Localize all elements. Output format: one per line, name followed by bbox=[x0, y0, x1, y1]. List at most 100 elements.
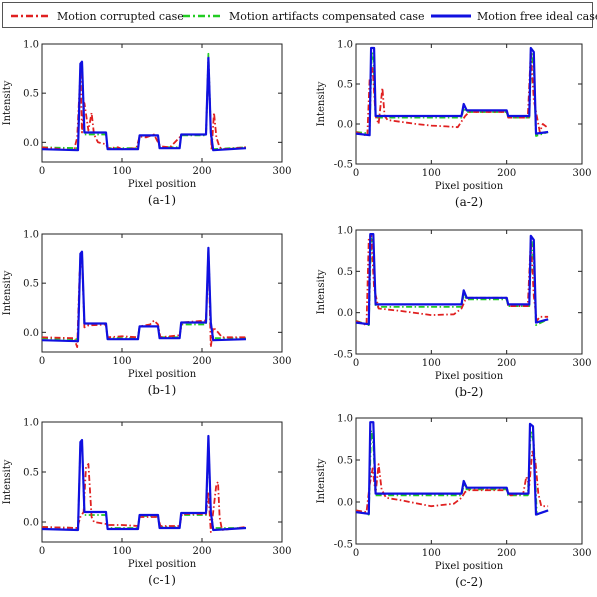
series-line-corrupted bbox=[42, 60, 247, 152]
series-line-corrupted bbox=[356, 51, 549, 137]
chart-panel-c-2: 0 100 200 300 -0.5 0.0 0.5 1.0 Pixel position Int… bbox=[316, 414, 592, 590]
series-line-corrupted bbox=[42, 463, 247, 533]
series-line-ideal bbox=[356, 233, 549, 326]
y-tick-label: 0.5 bbox=[337, 267, 353, 278]
y-tick-label: 1.0 bbox=[337, 226, 353, 237]
x-tick-label: 200 bbox=[497, 548, 516, 559]
y-tick-label: 0.0 bbox=[337, 308, 353, 319]
series-line-ideal bbox=[42, 246, 247, 343]
y-tick-label: 0.0 bbox=[23, 518, 39, 529]
x-axis-label: Pixel position bbox=[128, 559, 197, 570]
plot-frame bbox=[355, 43, 583, 165]
panel-subtitle: (c-1) bbox=[148, 573, 176, 587]
x-tick-label: 0 bbox=[39, 166, 45, 177]
y-tick-label: 1.0 bbox=[337, 40, 353, 51]
series-line-corrupted bbox=[356, 450, 549, 513]
panel-subtitle: (b-1) bbox=[148, 383, 177, 397]
plot-frame bbox=[41, 43, 283, 163]
legend: Motion corrupted case Motion artifacts c… bbox=[2, 2, 597, 29]
chart-panel-c-1: 0 100 200 300 0.0 0.5 1.0 Pixel position Intensi… bbox=[2, 418, 292, 588]
y-axis-label: Intensity bbox=[2, 459, 13, 504]
x-tick-label: 0 bbox=[39, 356, 45, 367]
legend-swatch-compensated bbox=[183, 14, 223, 18]
x-tick-label: 200 bbox=[497, 358, 516, 369]
plot-frame bbox=[355, 229, 583, 355]
x-axis-label: Pixel position bbox=[128, 179, 197, 190]
x-axis-label: Pixel position bbox=[128, 369, 197, 380]
plot-frame bbox=[41, 233, 283, 353]
panel-subtitle: (c-2) bbox=[455, 575, 483, 589]
y-tick-label: 0.0 bbox=[23, 138, 39, 149]
x-axis-label: Pixel position bbox=[435, 181, 504, 192]
x-tick-label: 100 bbox=[112, 546, 131, 557]
plot-frame bbox=[41, 421, 283, 543]
y-axis-label: Intensity bbox=[2, 80, 13, 125]
y-tick-label: 1.0 bbox=[337, 414, 353, 425]
x-tick-label: 100 bbox=[422, 168, 441, 179]
legend-item-ideal: Motion free ideal case bbox=[431, 3, 597, 29]
panel-subtitle: (b-2) bbox=[455, 385, 484, 399]
y-tick-label: 0.5 bbox=[337, 80, 353, 91]
legend-item-compensated: Motion artifacts compensated case bbox=[183, 3, 425, 29]
series-line-compensated bbox=[356, 237, 549, 326]
panel-subtitle: (a-2) bbox=[455, 195, 483, 209]
legend-swatch-ideal bbox=[431, 14, 471, 18]
legend-item-corrupted: Motion corrupted case bbox=[11, 3, 184, 29]
x-tick-label: 300 bbox=[272, 356, 291, 367]
y-tick-label: 0.5 bbox=[23, 279, 39, 290]
x-tick-label: 0 bbox=[39, 546, 45, 557]
y-tick-label: 0.0 bbox=[23, 328, 39, 339]
x-tick-label: 300 bbox=[572, 358, 591, 369]
chart-panel-b-1: 0 100 200 300 0.0 0.5 1.0 Pixel position Intensi… bbox=[2, 230, 292, 398]
x-tick-label: 200 bbox=[497, 168, 516, 179]
x-tick-label: 100 bbox=[112, 166, 131, 177]
series-line-ideal bbox=[356, 46, 549, 137]
series-line-corrupted bbox=[356, 233, 549, 326]
y-tick-label: 0.5 bbox=[337, 456, 353, 467]
legend-swatch-corrupted bbox=[11, 14, 51, 18]
x-tick-label: 100 bbox=[112, 356, 131, 367]
x-tick-label: 200 bbox=[192, 356, 211, 367]
series-line-corrupted bbox=[42, 250, 246, 348]
series-line-ideal bbox=[42, 56, 247, 152]
y-tick-label: 0.0 bbox=[337, 498, 353, 509]
x-tick-label: 300 bbox=[272, 166, 291, 177]
y-tick-label: 0.0 bbox=[337, 120, 353, 131]
plot-frame bbox=[355, 417, 583, 545]
x-tick-label: 0 bbox=[353, 548, 359, 559]
y-tick-label: 1.0 bbox=[23, 230, 39, 241]
chart-panel-a-2: 0 100 200 300 -0.5 0.0 0.5 1.0 Pixel position Int… bbox=[316, 40, 592, 210]
chart-panel-b-2: 0 100 200 300 -0.5 0.0 0.5 1.0 Pixel position Int… bbox=[316, 226, 592, 400]
y-tick-label: -0.5 bbox=[334, 350, 353, 361]
y-axis-label: Intensity bbox=[316, 81, 327, 126]
x-tick-label: 300 bbox=[272, 546, 291, 557]
x-tick-label: 200 bbox=[192, 166, 211, 177]
y-axis-label: Intensity bbox=[316, 269, 327, 314]
x-tick-label: 300 bbox=[572, 168, 591, 179]
y-axis-label: Intensity bbox=[316, 458, 327, 503]
y-axis-label: Intensity bbox=[2, 270, 13, 315]
x-tick-label: 100 bbox=[422, 358, 441, 369]
y-tick-label: 0.5 bbox=[23, 89, 39, 100]
x-tick-label: 200 bbox=[192, 546, 211, 557]
series-line-compensated bbox=[356, 51, 549, 137]
legend-label-ideal: Motion free ideal case bbox=[477, 9, 597, 23]
x-tick-label: 0 bbox=[353, 168, 359, 179]
legend-label-compensated: Motion artifacts compensated case bbox=[229, 9, 425, 23]
x-tick-label: 100 bbox=[422, 548, 441, 559]
legend-label-corrupted: Motion corrupted case bbox=[57, 9, 184, 23]
chart-panel-a-1: 0 100 200 300 0.0 0.5 1.0 Pixel position Intensi… bbox=[2, 40, 292, 208]
x-tick-label: 0 bbox=[353, 358, 359, 369]
series-line-ideal bbox=[42, 434, 247, 532]
panel-subtitle: (a-1) bbox=[148, 193, 176, 207]
y-tick-label: 1.0 bbox=[23, 40, 39, 51]
series-line-compensated bbox=[356, 429, 549, 516]
x-tick-label: 300 bbox=[572, 548, 591, 559]
x-axis-label: Pixel position bbox=[435, 561, 504, 572]
x-axis-label: Pixel position bbox=[435, 371, 504, 382]
y-tick-label: -0.5 bbox=[334, 160, 353, 171]
y-tick-label: -0.5 bbox=[334, 540, 353, 551]
y-tick-label: 1.0 bbox=[23, 418, 39, 429]
series-line-ideal bbox=[356, 421, 549, 516]
y-tick-label: 0.5 bbox=[23, 468, 39, 479]
